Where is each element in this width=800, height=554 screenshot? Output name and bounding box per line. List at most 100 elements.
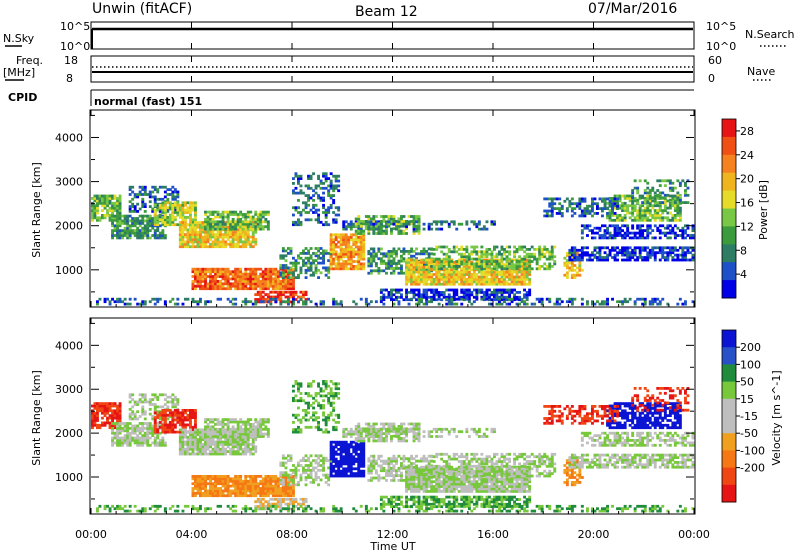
power-cell (503, 275, 506, 279)
power-cell (136, 210, 140, 213)
velocity-cell (116, 414, 119, 417)
power-cell (161, 218, 165, 222)
velocity-cell (161, 405, 165, 409)
velocity-cell (138, 393, 142, 397)
power-cell (445, 220, 449, 224)
power-cell (191, 233, 195, 236)
power-cell (598, 197, 602, 201)
power-cell (452, 245, 456, 249)
power-cell (287, 284, 290, 288)
power-cell (613, 214, 617, 217)
power-cell (621, 204, 624, 208)
power-cell (281, 254, 285, 258)
velocity-cell (131, 398, 135, 401)
velocity-cell (128, 407, 132, 411)
power-cell (292, 261, 295, 265)
power-cell (493, 291, 496, 294)
power-cell (209, 221, 212, 224)
velocity-cell (131, 436, 135, 440)
power-cell (392, 250, 396, 253)
power-cell (392, 215, 396, 218)
power-cell (171, 297, 175, 301)
power-cell (108, 199, 112, 203)
power-cell (377, 269, 381, 273)
power-cell (279, 284, 283, 288)
power-cell (488, 268, 491, 272)
power-cell (420, 250, 423, 253)
velocity-cell (143, 417, 147, 421)
power-cell (153, 208, 157, 212)
power-cell (194, 277, 197, 281)
power-cell (623, 236, 627, 240)
power-cell (447, 273, 451, 276)
power-cell (422, 258, 426, 262)
power-cell (292, 287, 295, 291)
power-cell (543, 252, 547, 256)
power-cell (588, 212, 592, 215)
power-cell (327, 177, 331, 180)
power-cell (686, 179, 690, 183)
power-cell (523, 293, 526, 297)
power-cell (400, 269, 403, 273)
power-cell (452, 248, 456, 251)
power-cell (261, 270, 265, 274)
power-cell (194, 267, 197, 271)
velocity-cell (166, 405, 170, 409)
power-cell (503, 273, 506, 276)
power-cell (163, 300, 167, 304)
power-cell (116, 211, 119, 215)
power-cell (570, 276, 574, 279)
velocity-cell (93, 411, 97, 415)
power-cell (513, 267, 516, 271)
power-cell (598, 251, 602, 255)
velocity-cell (133, 439, 137, 442)
power-cell (588, 256, 592, 259)
power-cell (332, 267, 336, 271)
power-cell (643, 218, 647, 222)
power-cell (191, 297, 195, 301)
power-cell (673, 258, 677, 262)
power-cell (452, 270, 456, 274)
velocity-cell (146, 427, 150, 430)
power-cell (623, 234, 627, 237)
power-cell (616, 224, 619, 228)
velocity-cell (128, 434, 132, 437)
power-cell (626, 246, 630, 250)
power-cell (196, 277, 200, 281)
power-cell (613, 218, 617, 222)
power-cell (106, 194, 109, 198)
power-cell (515, 270, 519, 274)
power-cell (611, 248, 614, 252)
power-cell (241, 300, 245, 304)
velocity-cell (178, 428, 182, 432)
power-cell (480, 278, 484, 281)
power-cell (309, 177, 313, 180)
power-cell (636, 218, 640, 222)
power-cell (367, 217, 371, 221)
power-cell (171, 195, 175, 199)
power-cell (274, 290, 278, 294)
power-cell (214, 245, 217, 249)
power-cell (224, 287, 228, 291)
power-cell (98, 297, 102, 301)
power-cell (279, 293, 283, 296)
power-cell (141, 185, 145, 189)
power-cell (462, 293, 466, 297)
power-cell (382, 302, 386, 306)
power-cell (211, 282, 215, 286)
power-cell (339, 248, 343, 251)
power-cell (488, 295, 491, 299)
power-cell (209, 272, 212, 276)
power-cell (334, 235, 338, 239)
power-cell (256, 284, 260, 288)
power-cell (309, 268, 313, 272)
velocity-cell (178, 435, 182, 439)
power-cell (510, 282, 514, 286)
power-cell (523, 288, 526, 292)
velocity-cell (98, 409, 102, 413)
power-cell (324, 179, 328, 183)
power-cell (334, 300, 338, 304)
velocity-cell (103, 407, 107, 410)
power-cell (412, 278, 416, 281)
power-cell (302, 290, 305, 294)
